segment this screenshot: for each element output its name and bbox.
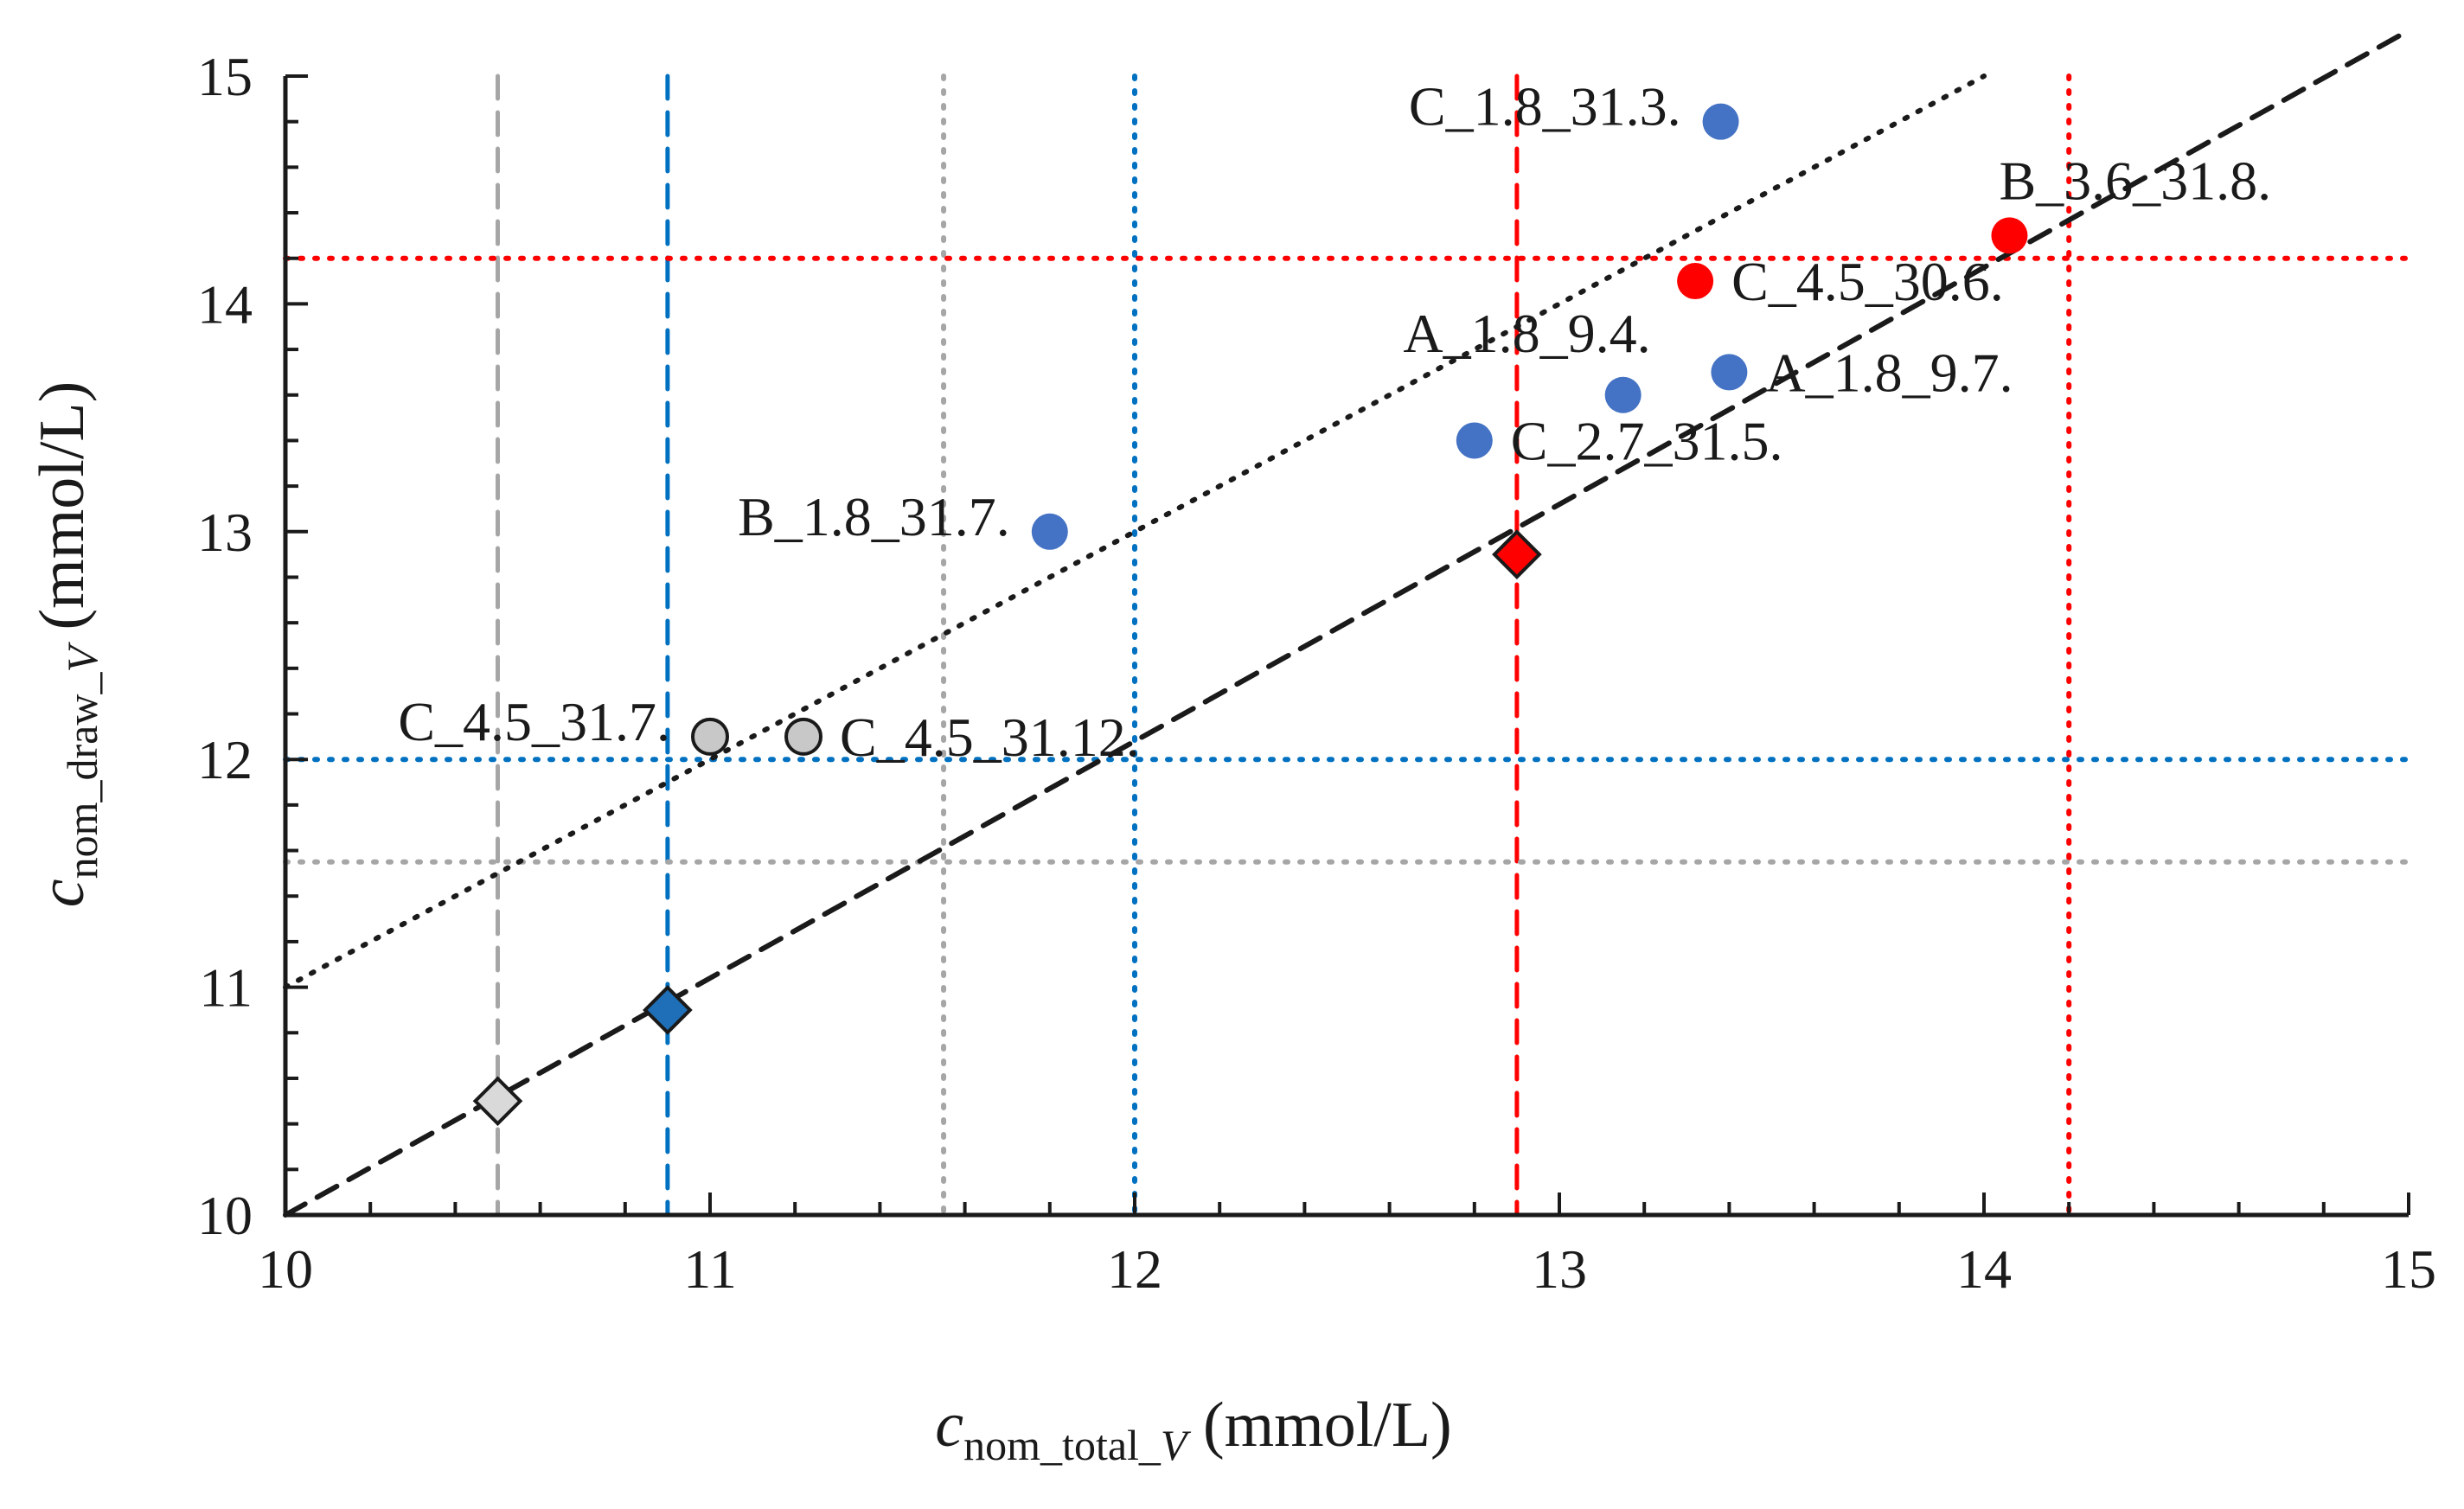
trend-lines bbox=[283, 28, 2411, 1218]
point-label: C_4.5_31.12. bbox=[840, 707, 1140, 768]
point-labels: C_1.8_31.3. B_3.6_31.8. C_4.5_30.6. A_1.8_9… bbox=[398, 76, 2271, 768]
y-tick-label: 14 bbox=[197, 273, 253, 335]
point-label: C_1.8_31.3. bbox=[1409, 76, 1681, 137]
point-label: B_1.8_31.7. bbox=[738, 486, 1010, 547]
x-tick-label: 10 bbox=[258, 1238, 313, 1300]
tick-labels: 10 11 12 13 14 15 10 11 12 13 14 15 bbox=[197, 46, 2436, 1300]
x-tick-label: 15 bbox=[2381, 1238, 2436, 1300]
y-axis-title: cnom_draw_V (mmol/L) bbox=[27, 381, 106, 907]
y-tick-label: 15 bbox=[197, 46, 253, 107]
x-tick-label: 12 bbox=[1107, 1238, 1162, 1300]
x-tick-label: 11 bbox=[683, 1238, 737, 1300]
point-label: A_1.8_9.7. bbox=[1765, 342, 2013, 403]
point-label: C_2.7_31.5. bbox=[1511, 410, 1783, 471]
data-point bbox=[1991, 217, 2028, 254]
x-tick-label: 14 bbox=[1956, 1238, 2012, 1300]
x-axis-title: cnom_total_V (mmol/L) bbox=[935, 1390, 1451, 1469]
data-point bbox=[1711, 354, 1748, 391]
data-point bbox=[691, 717, 729, 756]
data-point bbox=[784, 717, 823, 756]
diamond-marker bbox=[472, 1076, 523, 1127]
point-label: C_4.5_30.6. bbox=[1731, 251, 2004, 312]
dashed-trend-line bbox=[283, 28, 2411, 1218]
data-point bbox=[1031, 513, 1068, 550]
x-tick-label: 13 bbox=[1532, 1238, 1587, 1300]
diamond-marker bbox=[1492, 529, 1542, 579]
point-label: A_1.8_9.4. bbox=[1403, 303, 1650, 364]
data-point bbox=[1702, 103, 1739, 140]
data-point bbox=[1677, 263, 1714, 300]
data-point bbox=[1456, 422, 1493, 459]
y-tick-label: 12 bbox=[197, 729, 253, 790]
reference-lines bbox=[283, 74, 2411, 1218]
data-point bbox=[1604, 376, 1642, 413]
dotted-trend-line bbox=[283, 74, 1987, 990]
axes bbox=[283, 74, 2410, 1218]
y-tick-label: 10 bbox=[197, 1185, 253, 1246]
point-label: C_4.5_31.7. bbox=[398, 691, 670, 752]
diamond-marker bbox=[643, 985, 693, 1035]
point-label: B_3.6_31.8. bbox=[1999, 150, 2271, 211]
data-marks bbox=[472, 103, 2028, 1127]
y-tick-label: 11 bbox=[199, 957, 253, 1019]
y-tick-label: 13 bbox=[197, 502, 253, 563]
